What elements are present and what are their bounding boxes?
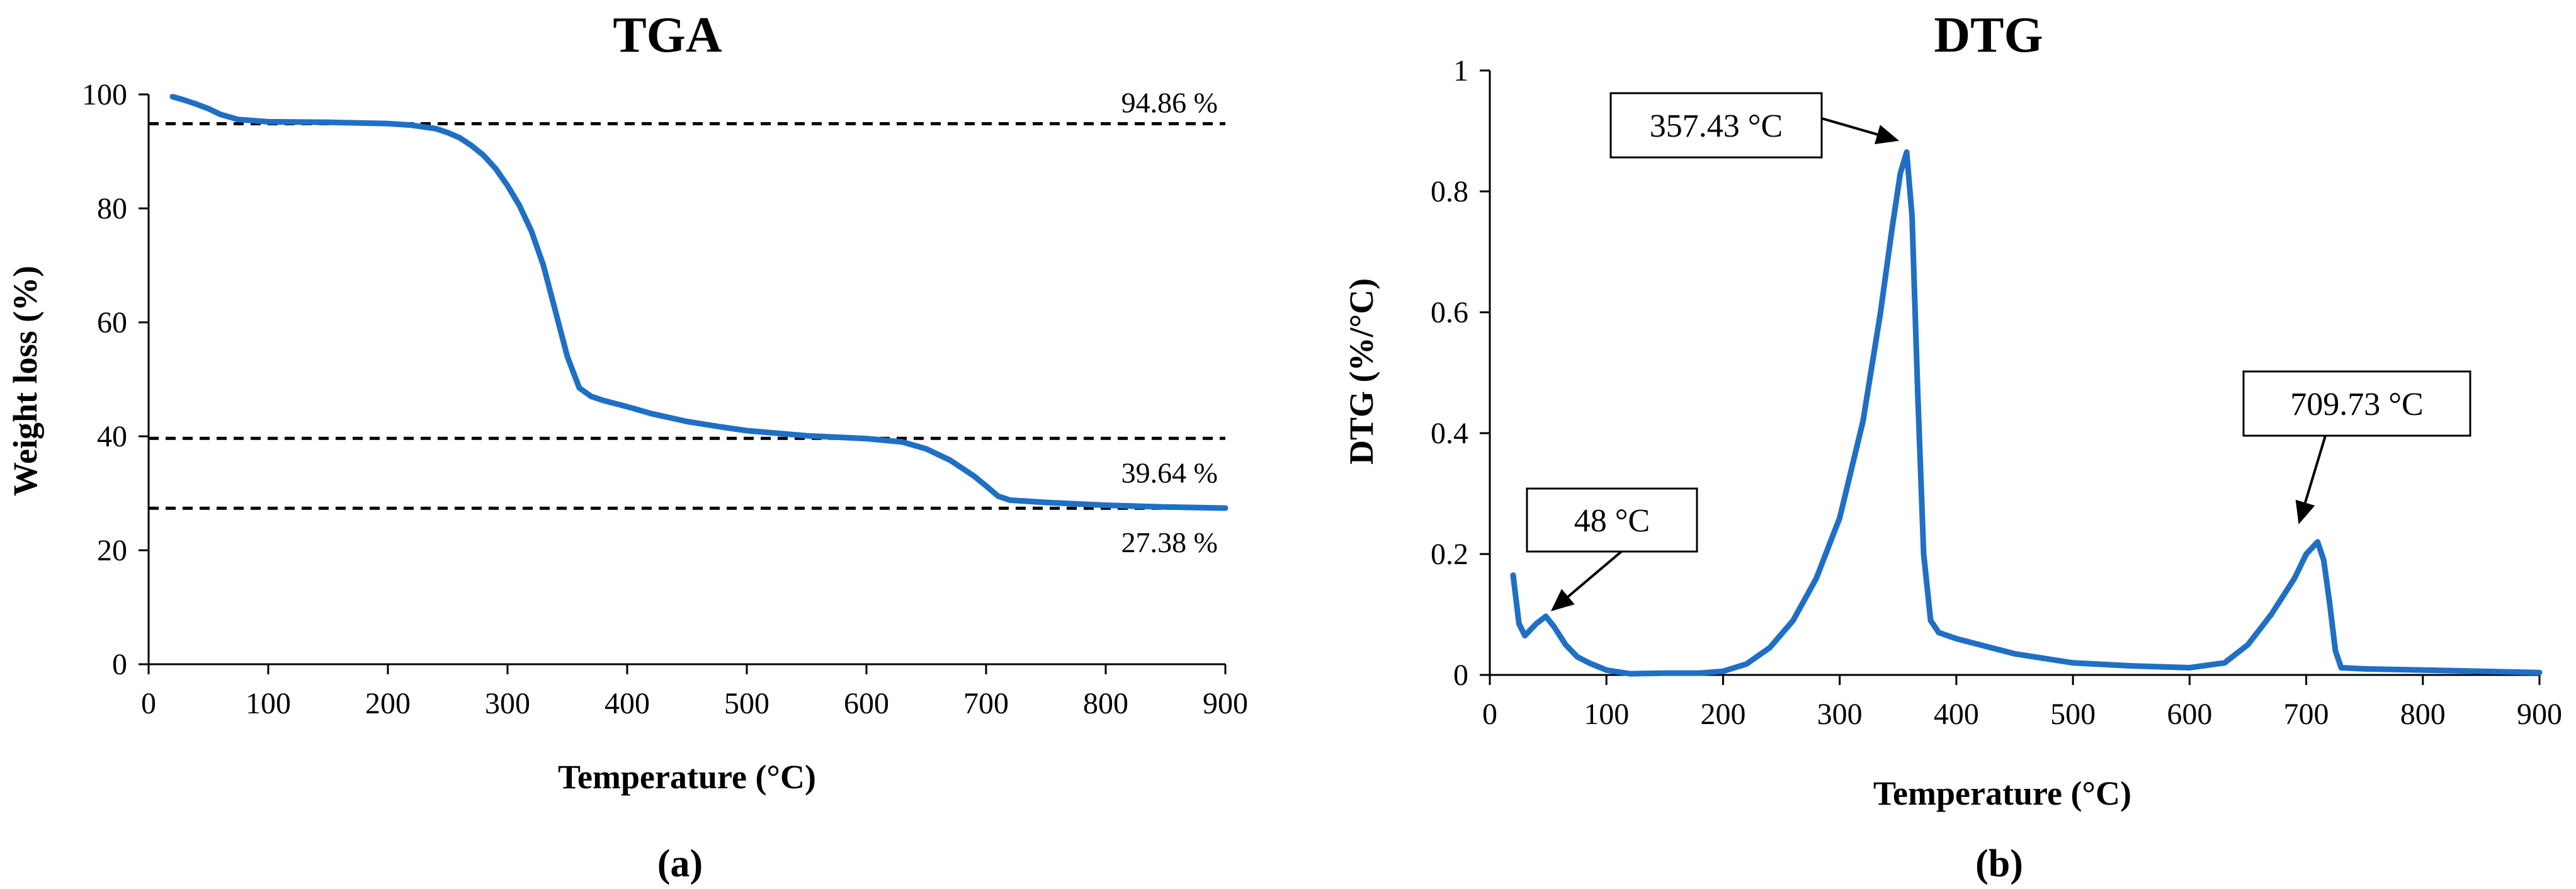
dtg-caption: (b) [1975, 842, 2023, 885]
dtg-series-line [1510, 149, 2543, 677]
dtg-x-label: Temperature (°C) [1873, 774, 2131, 812]
tga-caption: (a) [657, 842, 703, 885]
tga-x-tick-label: 300 [485, 687, 530, 720]
tga-reference-label: 39.64 % [1121, 456, 1218, 489]
tga-y-tick-label: 80 [97, 192, 127, 225]
dtg-y-tick-label: 0.8 [1431, 175, 1468, 208]
dtg-x-tick-label: 800 [2400, 698, 2446, 731]
tga-x-tick-label: 400 [604, 687, 650, 720]
tga-y-ticks: 0 20 40 60 80 100 [82, 78, 149, 681]
dtg-x-tick-label: 200 [1700, 698, 1745, 731]
dtg-annotation-box [2242, 370, 2471, 437]
dtg-annotation-arrowhead [1550, 589, 1575, 611]
dtg-annotation-arrow [1567, 550, 1623, 598]
dtg-annotation-arrow [1821, 117, 1878, 136]
tga-x-tick-label: 800 [1083, 687, 1128, 720]
dtg-y-label: DTG (%/°C) [1342, 278, 1380, 465]
dtg-annotation-arrowhead [2295, 499, 2315, 524]
tga-y-tick-label: 40 [97, 420, 127, 453]
dtg-annotation-arrowhead [1875, 125, 1900, 144]
dtg-x-tick-label: 100 [1584, 698, 1629, 731]
tga-y-tick-label: 0 [112, 648, 127, 681]
tga-x-ticks: 0 100 200 300 400 500 600 700 800 900 [141, 664, 1248, 720]
tga-reference-label: 94.86 % [1121, 87, 1218, 119]
dtg-x-tick-label: 600 [2167, 698, 2212, 731]
dtg-annotation-arrow [2304, 435, 2327, 503]
tga-reference-lines: 94.86 % 39.64 % 27.38 % [149, 87, 1225, 558]
dtg-annotation-label: 357.43 °C [1650, 108, 1783, 144]
dtg-y-ticks: 0 0.2 0.4 0.6 0.8 1 [1431, 54, 1490, 692]
dtg-annotation-label: 709.73 °C [2290, 387, 2423, 422]
dtg-chart: DTG 0 0.2 0.4 0.6 0.8 1 0 100 200 300 400 500 600 70… [1342, 8, 2562, 885]
tga-x-tick-label: 600 [844, 687, 889, 720]
tga-x-tick-label: 100 [246, 687, 291, 720]
dtg-annotation-box [1609, 92, 1823, 159]
dtg-x-tick-label: 400 [1934, 698, 1979, 731]
tga-reference-label: 27.38 % [1121, 526, 1218, 558]
tga-series-line [169, 94, 1228, 511]
dtg-y-tick-label: 0.4 [1431, 417, 1468, 450]
dtg-x-tick-label: 900 [2517, 698, 2562, 731]
tga-y-label: Weight loss (%) [6, 266, 44, 496]
dtg-x-tick-label: 300 [1817, 698, 1863, 731]
dtg-y-tick-label: 0.6 [1431, 296, 1468, 329]
dtg-y-tick-label: 0.2 [1431, 538, 1468, 571]
dtg-x-tick-label: 700 [2284, 698, 2329, 731]
tga-x-tick-label: 700 [963, 687, 1009, 720]
dtg-annotation-box [1526, 487, 1698, 553]
tga-y-tick-label: 100 [82, 78, 127, 111]
tga-chart: TGA 0 20 40 60 80 100 0 100 200 300 400 500 600 700 8… [6, 8, 1248, 885]
dtg-annotation-label: 48 °C [1574, 503, 1650, 539]
dtg-x-tick-label: 0 [1482, 698, 1497, 731]
tga-x-tick-label: 0 [141, 687, 156, 720]
tga-x-tick-label: 900 [1203, 687, 1248, 720]
tga-title: TGA [613, 8, 722, 63]
dtg-y-tick-label: 0 [1453, 659, 1468, 692]
dtg-title: DTG [1934, 8, 2043, 63]
tga-x-tick-label: 200 [365, 687, 411, 720]
dtg-annotations: 357.43 °C 709.73 °C 48 °C [1526, 92, 2471, 611]
dtg-y-tick-label: 1 [1453, 54, 1468, 88]
tga-x-label: Temperature (°C) [558, 758, 816, 796]
tga-y-tick-label: 60 [97, 306, 127, 339]
tga-y-tick-label: 20 [97, 534, 127, 567]
dtg-x-ticks: 0 100 200 300 400 500 600 700 800 900 [1482, 675, 2562, 731]
tga-x-tick-label: 500 [724, 687, 769, 720]
dtg-x-tick-label: 500 [2050, 698, 2096, 731]
